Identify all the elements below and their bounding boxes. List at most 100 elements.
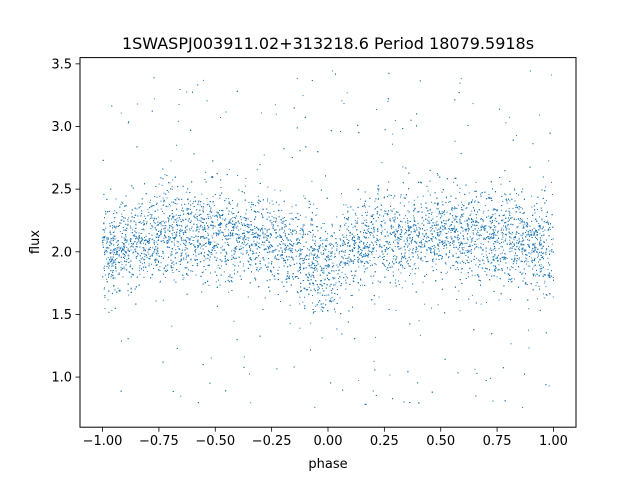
data-point	[544, 252, 546, 254]
data-point	[457, 204, 459, 206]
data-point	[138, 203, 140, 205]
data-point	[530, 257, 532, 259]
data-point	[488, 215, 490, 217]
data-point	[256, 267, 258, 269]
data-point	[487, 210, 489, 212]
data-point	[519, 222, 521, 224]
data-point	[371, 227, 373, 229]
data-point	[462, 213, 464, 215]
data-point	[456, 237, 458, 239]
data-point	[436, 238, 437, 240]
data-point	[319, 245, 321, 247]
data-point	[202, 210, 204, 212]
data-point	[507, 225, 509, 227]
data-point	[230, 222, 232, 224]
data-point	[453, 206, 455, 208]
data-point	[346, 92, 348, 94]
data-point	[310, 266, 312, 268]
data-point	[112, 250, 114, 252]
data-point	[331, 251, 333, 253]
data-point	[234, 269, 235, 271]
data-point	[329, 245, 331, 247]
data-point	[179, 248, 181, 250]
data-point	[313, 203, 315, 205]
data-point	[438, 210, 440, 212]
data-point	[303, 262, 305, 264]
data-point	[370, 265, 371, 267]
data-point	[274, 189, 276, 191]
data-point	[160, 280, 161, 282]
data-point	[344, 250, 346, 252]
data-point	[121, 263, 123, 265]
data-point	[219, 217, 221, 219]
data-point	[368, 249, 370, 251]
data-point	[199, 204, 201, 206]
data-point	[364, 203, 365, 205]
data-point	[539, 244, 541, 246]
data-point	[335, 270, 337, 272]
data-point	[182, 219, 184, 221]
data-point	[332, 236, 333, 238]
data-point	[286, 276, 288, 277]
data-point	[179, 219, 181, 220]
data-point	[232, 217, 234, 219]
data-point	[120, 266, 122, 268]
data-point	[470, 241, 472, 243]
data-point	[108, 267, 109, 269]
data-point	[354, 274, 356, 276]
data-point	[471, 238, 473, 240]
data-point	[477, 201, 479, 203]
data-point	[176, 197, 178, 199]
data-point	[335, 242, 337, 244]
data-point	[407, 237, 409, 239]
data-point	[516, 262, 518, 264]
data-point	[118, 290, 120, 292]
data-point	[183, 239, 185, 241]
data-point	[203, 222, 204, 224]
data-point	[348, 217, 349, 219]
data-point	[263, 154, 265, 156]
data-point	[466, 207, 468, 209]
data-point	[131, 229, 133, 231]
data-point	[204, 224, 206, 226]
data-point	[239, 237, 241, 239]
data-point	[269, 247, 271, 249]
data-point	[300, 227, 302, 229]
data-point	[344, 251, 346, 253]
data-point	[217, 233, 219, 235]
data-point	[438, 239, 440, 241]
data-point	[433, 258, 434, 260]
data-point	[363, 255, 365, 257]
data-point	[478, 235, 480, 237]
data-point	[114, 249, 116, 251]
data-point	[139, 265, 141, 267]
data-point	[489, 377, 491, 379]
data-point	[526, 230, 528, 232]
data-point	[545, 249, 547, 251]
data-point	[459, 262, 461, 264]
data-point	[549, 250, 551, 252]
data-point	[533, 265, 535, 267]
data-point	[497, 254, 499, 256]
data-point	[402, 166, 404, 168]
data-point	[522, 240, 524, 242]
data-point	[333, 299, 335, 300]
data-point	[216, 234, 218, 236]
data-point	[322, 239, 324, 241]
data-point	[299, 254, 301, 256]
data-point	[425, 207, 427, 209]
data-point	[212, 215, 214, 217]
data-point	[156, 224, 158, 226]
data-point	[219, 215, 221, 217]
data-point	[463, 247, 465, 249]
data-point	[130, 287, 132, 289]
data-point	[381, 221, 383, 222]
data-point	[303, 257, 305, 259]
data-point	[300, 254, 301, 256]
data-point	[498, 264, 500, 266]
data-point	[514, 189, 516, 191]
data-point	[263, 235, 265, 237]
data-point	[461, 207, 463, 208]
data-point	[388, 194, 390, 196]
data-point	[455, 236, 457, 238]
